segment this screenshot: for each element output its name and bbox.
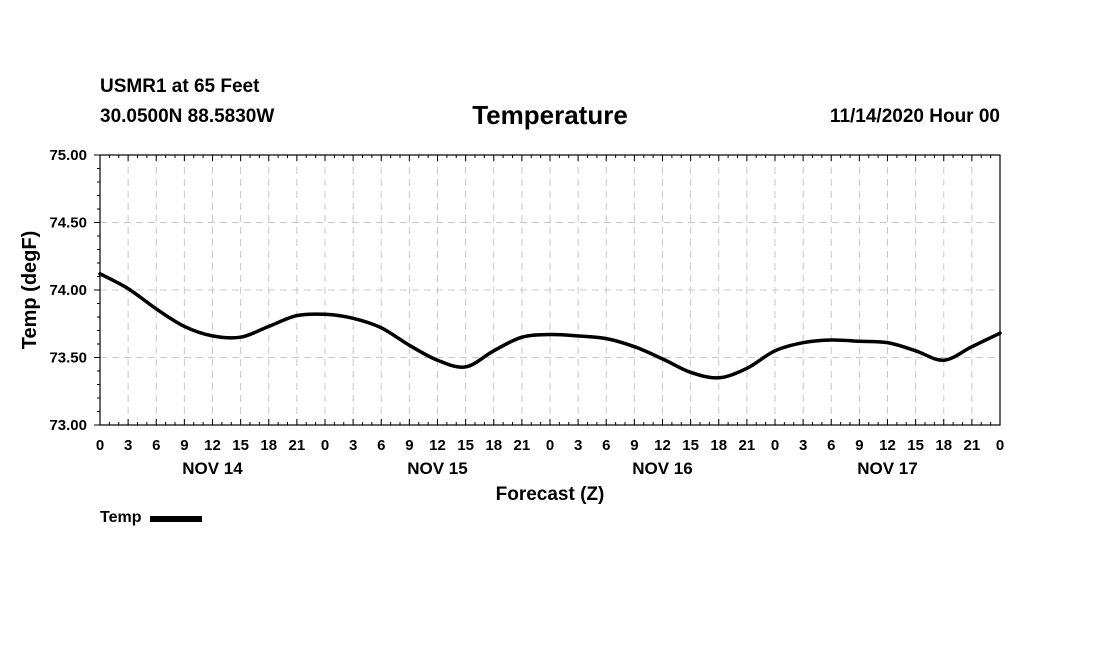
x-tick-label: 21 <box>289 437 306 454</box>
x-tick-label: 18 <box>710 437 727 454</box>
x-tick-label: 15 <box>232 437 249 454</box>
x-tick-label: 18 <box>935 437 952 454</box>
y-axis-title: Temp (degF) <box>19 231 41 350</box>
data-point <box>886 341 889 344</box>
data-point <box>183 325 186 328</box>
x-tick-label: 18 <box>260 437 277 454</box>
x-tick-label: 9 <box>855 437 863 454</box>
x-tick-label: 21 <box>514 437 531 454</box>
data-point <box>492 349 495 352</box>
data-point <box>942 359 945 362</box>
x-tick-label: 9 <box>405 437 413 454</box>
data-point <box>914 349 917 352</box>
data-point <box>211 335 214 337</box>
x-tick-label: 0 <box>996 437 1004 454</box>
x-tick-label: 0 <box>321 437 329 454</box>
legend-line-swatch <box>150 516 203 522</box>
data-point <box>830 339 833 341</box>
x-tick-label: 3 <box>574 437 582 454</box>
data-point <box>155 308 158 310</box>
data-point <box>464 366 467 368</box>
data-point <box>858 340 861 343</box>
data-point <box>408 344 411 347</box>
data-point <box>549 333 551 336</box>
chart-title: Temperature <box>472 100 628 130</box>
y-tick-label: 74.00 <box>49 282 87 299</box>
x-tick-label: 12 <box>429 437 446 454</box>
forecast-run-time: 11/14/2020 Hour 00 <box>829 106 1000 127</box>
x-tick-label: 6 <box>827 437 835 454</box>
data-point <box>324 313 326 316</box>
data-point <box>689 371 692 374</box>
day-label: NOV 14 <box>182 459 243 478</box>
data-point <box>774 349 776 352</box>
legend: Temp <box>100 509 203 527</box>
day-label: NOV 17 <box>857 459 917 478</box>
data-point <box>380 327 383 329</box>
x-tick-label: 21 <box>964 437 981 454</box>
axis-labels: Forecast (Z) Temp (degF) 0 3 6 9 12 15 18 21 0 3 6… <box>19 147 1004 505</box>
x-tick-label: 3 <box>349 437 357 454</box>
x-tick-label: 3 <box>799 437 807 454</box>
data-point <box>436 359 439 362</box>
data-point <box>971 345 973 348</box>
y-tick-label: 74.50 <box>49 215 87 232</box>
x-tick-label: 0 <box>771 437 779 454</box>
grid-lines <box>100 155 1000 425</box>
x-tick-label: 18 <box>485 437 502 454</box>
station-name: USMR1 at 65 Feet <box>100 76 260 97</box>
y-tick-label: 73.00 <box>49 417 87 434</box>
data-point <box>746 367 748 370</box>
x-tick-label: 9 <box>180 437 188 454</box>
x-tick-label: 6 <box>602 437 610 454</box>
y-tick-label: 75.00 <box>49 147 87 164</box>
day-label: NOV 15 <box>407 459 467 478</box>
data-point <box>239 336 242 339</box>
x-tick-label: 12 <box>879 437 896 454</box>
x-tick-label: 21 <box>739 437 756 454</box>
data-point <box>267 325 270 328</box>
data-point <box>521 336 523 339</box>
data-point <box>661 358 664 360</box>
data-point <box>717 376 720 379</box>
x-tick-label: 15 <box>907 437 924 454</box>
data-point <box>127 287 129 290</box>
x-tick-label: 12 <box>654 437 671 454</box>
x-tick-label: 6 <box>377 437 385 454</box>
day-label: NOV 16 <box>632 459 692 478</box>
data-point <box>605 337 608 340</box>
x-tick-label: 0 <box>96 437 104 454</box>
x-tick-label: 9 <box>630 437 638 454</box>
x-tick-label: 6 <box>152 437 160 454</box>
x-tick-label: 12 <box>204 437 221 454</box>
x-tick-label: 0 <box>546 437 554 454</box>
station-coordinates: 30.0500N 88.5830W <box>100 106 275 127</box>
data-point <box>633 345 636 348</box>
y-tick-label: 73.50 <box>49 350 87 367</box>
data-point <box>577 335 579 337</box>
data-point <box>802 341 804 344</box>
x-tick-label: 3 <box>124 437 132 454</box>
axis-ticks <box>94 154 1001 426</box>
data-point <box>352 317 354 320</box>
x-tick-label: 15 <box>457 437 474 454</box>
legend-label: Temp <box>100 509 142 526</box>
data-point <box>296 314 298 317</box>
x-axis-title: Forecast (Z) <box>496 484 605 505</box>
x-tick-label: 15 <box>682 437 699 454</box>
